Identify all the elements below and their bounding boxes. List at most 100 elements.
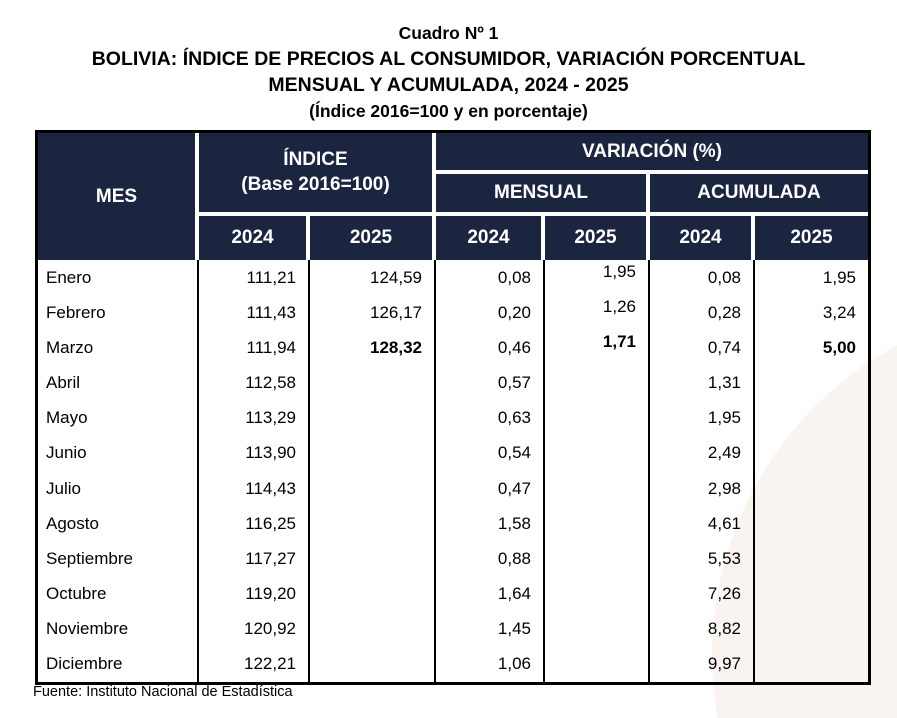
source-note: Fuente: Instituto Nacional de Estadístic… xyxy=(33,684,293,700)
main-title-line1: BOLIVIA: ÍNDICE DE PRECIOS AL CONSUMIDOR… xyxy=(91,48,806,70)
table-row: Diciembre 122,21 1,06 9,97 xyxy=(38,646,868,682)
value-cell xyxy=(310,576,436,612)
value-cell xyxy=(755,506,868,541)
month-cell: Noviembre xyxy=(38,611,199,647)
value-cell xyxy=(755,647,868,682)
value-cell: 1,58 xyxy=(436,506,545,542)
value-cell xyxy=(545,576,650,612)
table-row: Marzo 111,94 128,32 0,46 1,71 0,74 5,00 xyxy=(38,330,868,366)
table-row: Julio 114,43 0,47 2,98 xyxy=(38,470,868,507)
header-indice-line1: ÍNDICE xyxy=(283,148,348,170)
value-cell: 1,26 xyxy=(545,295,650,331)
header-cell-mensual: MENSUAL xyxy=(436,174,650,216)
value-cell xyxy=(755,401,868,436)
subtitle: (Índice 2016=100 y en porcentaje) xyxy=(309,101,588,121)
value-cell: 116,25 xyxy=(199,506,310,542)
value-cell xyxy=(310,506,436,542)
value-cell xyxy=(545,400,650,436)
table-row: Abril 112,58 0,57 1,31 xyxy=(38,365,868,401)
month-cell: Julio xyxy=(38,470,199,507)
value-cell xyxy=(545,541,650,577)
value-cell: 111,43 xyxy=(199,295,310,331)
table-row: Septiembre 117,27 0,88 5,53 xyxy=(38,541,868,577)
value-cell: 7,26 xyxy=(650,576,755,612)
value-cell: 2,98 xyxy=(650,470,755,507)
header-year-mensual-2025: 2025 xyxy=(545,216,650,260)
value-cell: 5,00 xyxy=(822,337,856,357)
header-cell-mes: MES xyxy=(38,133,199,260)
month-cell: Marzo xyxy=(38,330,199,366)
value-cell xyxy=(755,365,868,400)
value-cell xyxy=(310,611,436,647)
value-cell: 0,88 xyxy=(436,541,545,577)
table-row: Enero 111,21 124,59 0,08 1,95 0,08 1,95 xyxy=(38,260,868,296)
value-cell xyxy=(310,400,436,436)
value-cell: 1,31 xyxy=(650,365,755,401)
value-cell: 122,21 xyxy=(199,646,310,682)
month-cell: Enero xyxy=(38,260,199,296)
value-cell: 0,54 xyxy=(436,435,545,471)
value-cell xyxy=(755,436,868,471)
table-body: Enero 111,21 124,59 0,08 1,95 0,08 1,95 Febrero… xyxy=(38,260,868,682)
value-cell: 0,20 xyxy=(436,295,545,331)
header-year-indice-2024: 2024 xyxy=(199,216,310,260)
month-cell: Agosto xyxy=(38,506,199,542)
value-cell: 112,58 xyxy=(199,365,310,401)
month-cell: Febrero xyxy=(38,295,199,331)
value-cell xyxy=(310,541,436,577)
table-row: Agosto 116,25 1,58 4,61 xyxy=(38,506,868,542)
main-title-line2: MENSUAL Y ACUMULADA, 2024 - 2025 xyxy=(268,74,629,96)
value-cell xyxy=(310,365,436,401)
value-cell: 0,08 xyxy=(436,260,545,296)
value-cell xyxy=(310,470,436,507)
value-cell xyxy=(755,541,868,576)
value-cell: 111,94 xyxy=(199,330,310,366)
header-cell-variacion: VARIACIÓN (%) xyxy=(436,133,868,174)
value-cell: 117,27 xyxy=(199,541,310,577)
value-cell: 1,45 xyxy=(436,611,545,647)
value-cell: 0,74 xyxy=(650,330,755,366)
header-year-mensual-2024: 2024 xyxy=(436,216,545,260)
cpi-table: MES ÍNDICE (Base 2016=100) VARIACIÓN (%)… xyxy=(35,130,871,685)
header-year-indice-2025: 2025 xyxy=(310,216,436,260)
month-cell: Abril xyxy=(38,365,199,401)
value-cell: 113,90 xyxy=(199,435,310,471)
value-cell: 0,08 xyxy=(650,260,755,296)
value-cell: 3,24 xyxy=(822,302,856,322)
value-cell: 1,71 xyxy=(545,330,650,366)
header-cell-acumulada: ACUMULADA xyxy=(650,174,868,216)
month-cell: Mayo xyxy=(38,400,199,436)
month-cell: Septiembre xyxy=(38,541,199,577)
value-cell xyxy=(310,646,436,682)
value-cell: 1,95 xyxy=(650,400,755,436)
value-cell xyxy=(545,611,650,647)
value-cell xyxy=(545,365,650,401)
value-cell: 0,57 xyxy=(436,365,545,401)
value-cell xyxy=(755,576,868,611)
value-cell: 119,20 xyxy=(199,576,310,612)
table-row: Junio 113,90 0,54 2,49 xyxy=(38,435,868,471)
table-number-title: Cuadro Nº 1 xyxy=(398,23,499,43)
value-cell xyxy=(545,646,650,682)
value-cell: 0,28 xyxy=(650,295,755,331)
value-cell: 4,61 xyxy=(650,506,755,542)
table-row: Mayo 113,29 0,63 1,95 xyxy=(38,400,868,436)
value-cell: 128,32 xyxy=(310,330,436,366)
header-cell-indice: ÍNDICE (Base 2016=100) xyxy=(199,133,436,216)
value-cell: 120,92 xyxy=(199,611,310,647)
value-cell: 1,95 xyxy=(545,260,650,296)
value-cell xyxy=(545,470,650,507)
value-cell: 1,64 xyxy=(436,576,545,612)
value-cell: 2,49 xyxy=(650,435,755,471)
table-row: Febrero 111,43 126,17 0,20 1,26 0,28 3,24 xyxy=(38,295,868,331)
value-cell: 114,43 xyxy=(199,470,310,507)
value-cell: 124,59 xyxy=(310,260,436,296)
header-year-acumulada-2025: 2025 xyxy=(755,216,868,260)
value-cell: 113,29 xyxy=(199,400,310,436)
table-row: Noviembre 120,92 1,45 8,82 xyxy=(38,611,868,647)
value-cell: 0,63 xyxy=(436,400,545,436)
table-header: MES ÍNDICE (Base 2016=100) VARIACIÓN (%)… xyxy=(38,133,868,260)
value-cell: 1,95 xyxy=(822,267,856,287)
value-cell: 0,47 xyxy=(436,470,545,507)
value-cell: 5,53 xyxy=(650,541,755,577)
